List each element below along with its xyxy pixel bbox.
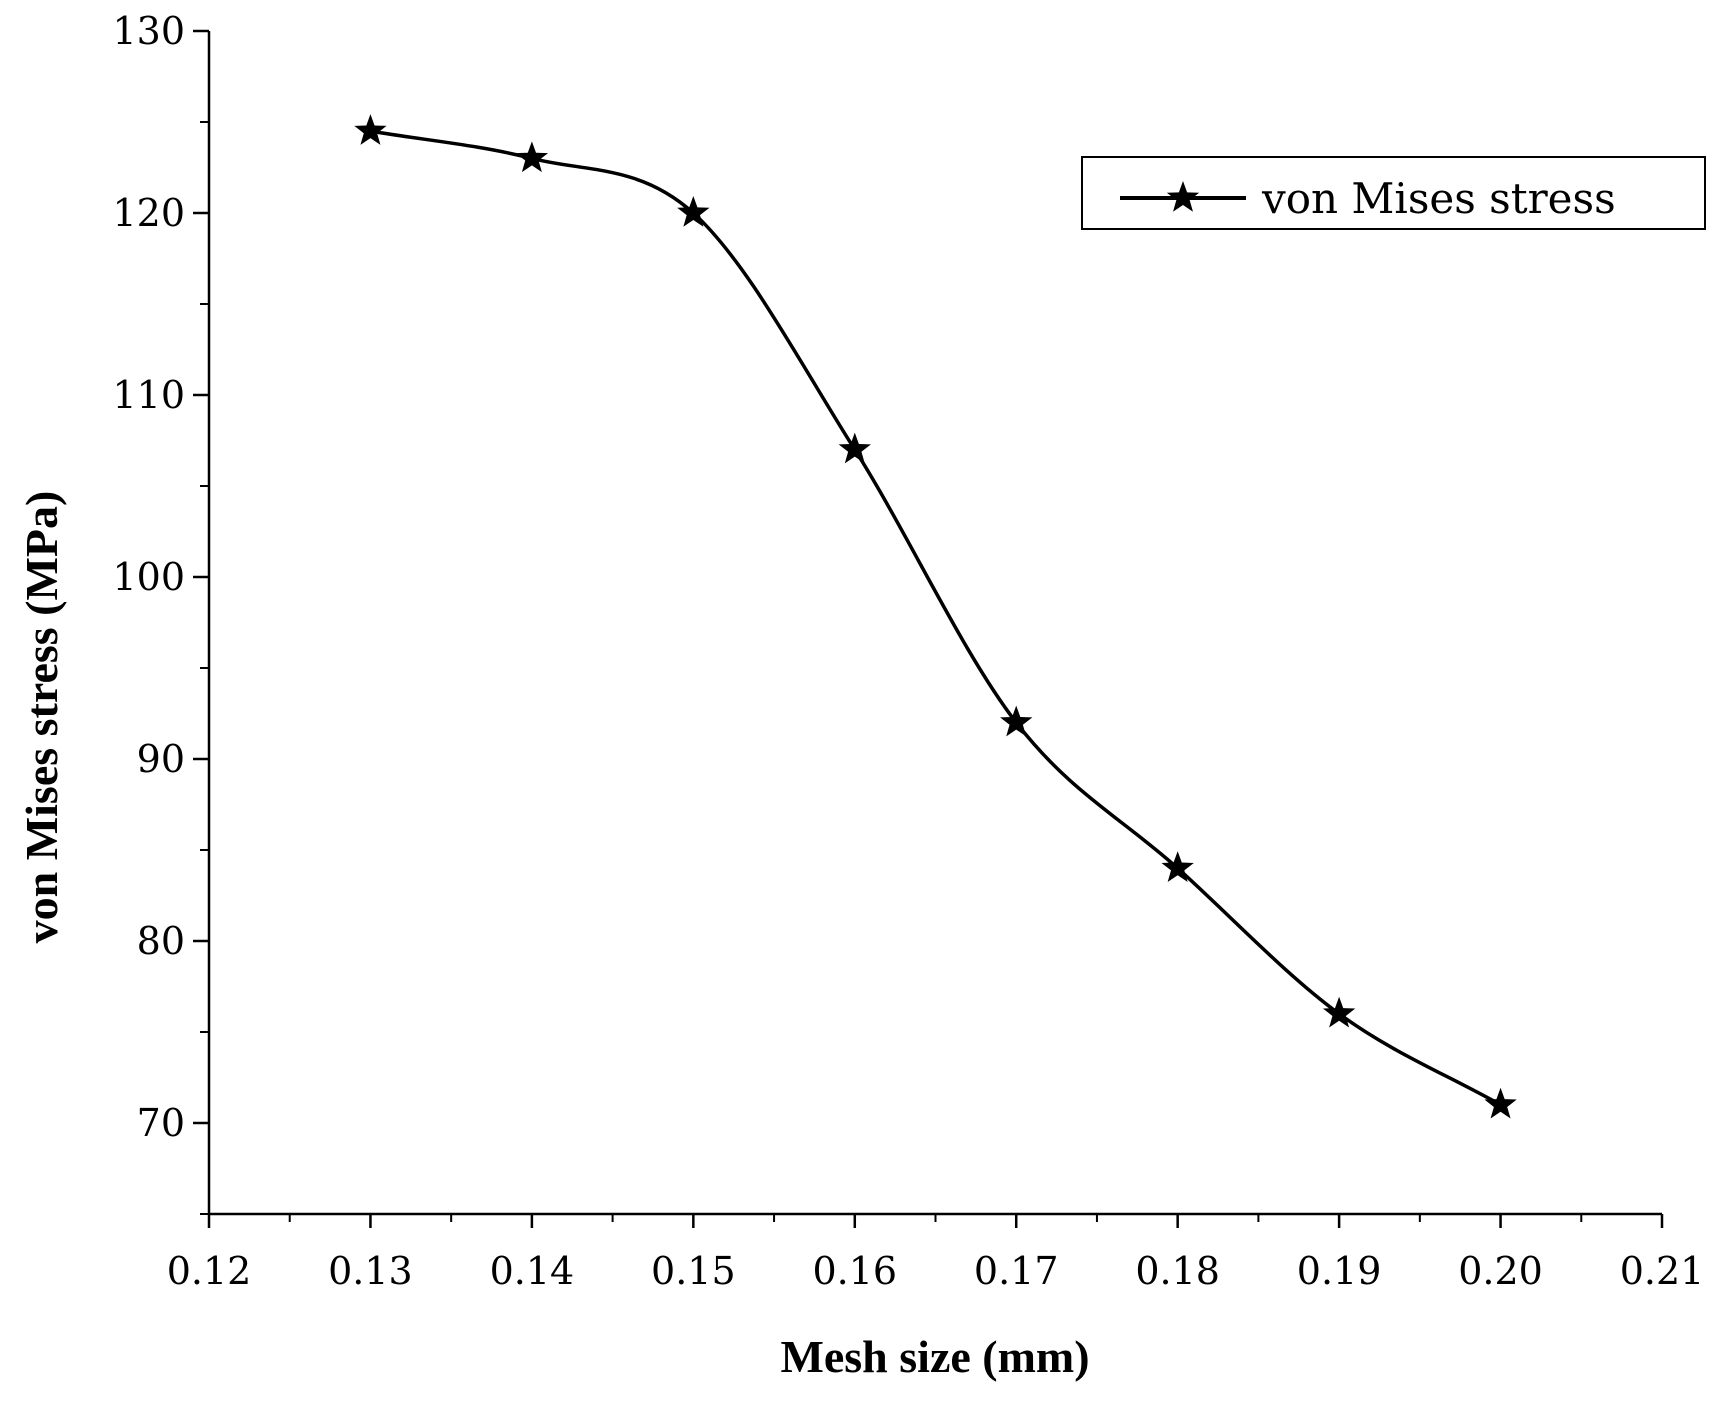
y-tick-label: 90 [137, 737, 185, 781]
series-layer [354, 114, 1517, 1119]
data-point-star [1000, 705, 1033, 737]
x-tick-label: 0.14 [490, 1249, 575, 1293]
data-point-star [838, 432, 871, 464]
legend-star-marker [1166, 181, 1200, 212]
y-axis-title: von Mises stress (MPa) [16, 491, 67, 944]
y-tick-label: 110 [112, 373, 185, 417]
x-tick-label: 0.20 [1458, 1249, 1543, 1293]
data-point-star [677, 196, 710, 227]
legend: von Mises stress [1081, 156, 1706, 230]
y-tick-label: 80 [137, 919, 185, 963]
legend-label: von Mises stress [1261, 174, 1616, 223]
x-axis-ticks: 0.12 0.13 0.14 0.15 0.16 0.17 0.18 0.19 0.20 0.21 [167, 1214, 1705, 1293]
x-tick-label: 0.16 [812, 1249, 897, 1293]
data-point-star [1161, 851, 1194, 882]
x-tick-label: 0.15 [651, 1249, 736, 1293]
x-tick-label: 0.19 [1297, 1249, 1382, 1293]
y-tick-label: 130 [112, 9, 185, 53]
data-point-star [1322, 996, 1356, 1028]
x-tick-label: 0.17 [974, 1249, 1059, 1293]
x-tick-label: 0.18 [1135, 1249, 1220, 1293]
data-point-star [515, 141, 549, 173]
y-tick-label: 70 [137, 1101, 185, 1145]
x-axis-title: Mesh size (mm) [780, 1331, 1089, 1382]
series-line [370, 129, 1502, 1107]
y-tick-label: 120 [112, 191, 185, 235]
data-point-star [354, 114, 387, 145]
data-point-star [1484, 1087, 1517, 1119]
x-tick-label: 0.13 [328, 1249, 413, 1293]
y-tick-label: 100 [112, 555, 185, 599]
x-tick-label: 0.12 [167, 1249, 252, 1293]
y-axis-ticks: 70 80 90 100 110 120 130 [112, 9, 209, 1215]
x-tick-label: 0.21 [1620, 1249, 1705, 1293]
